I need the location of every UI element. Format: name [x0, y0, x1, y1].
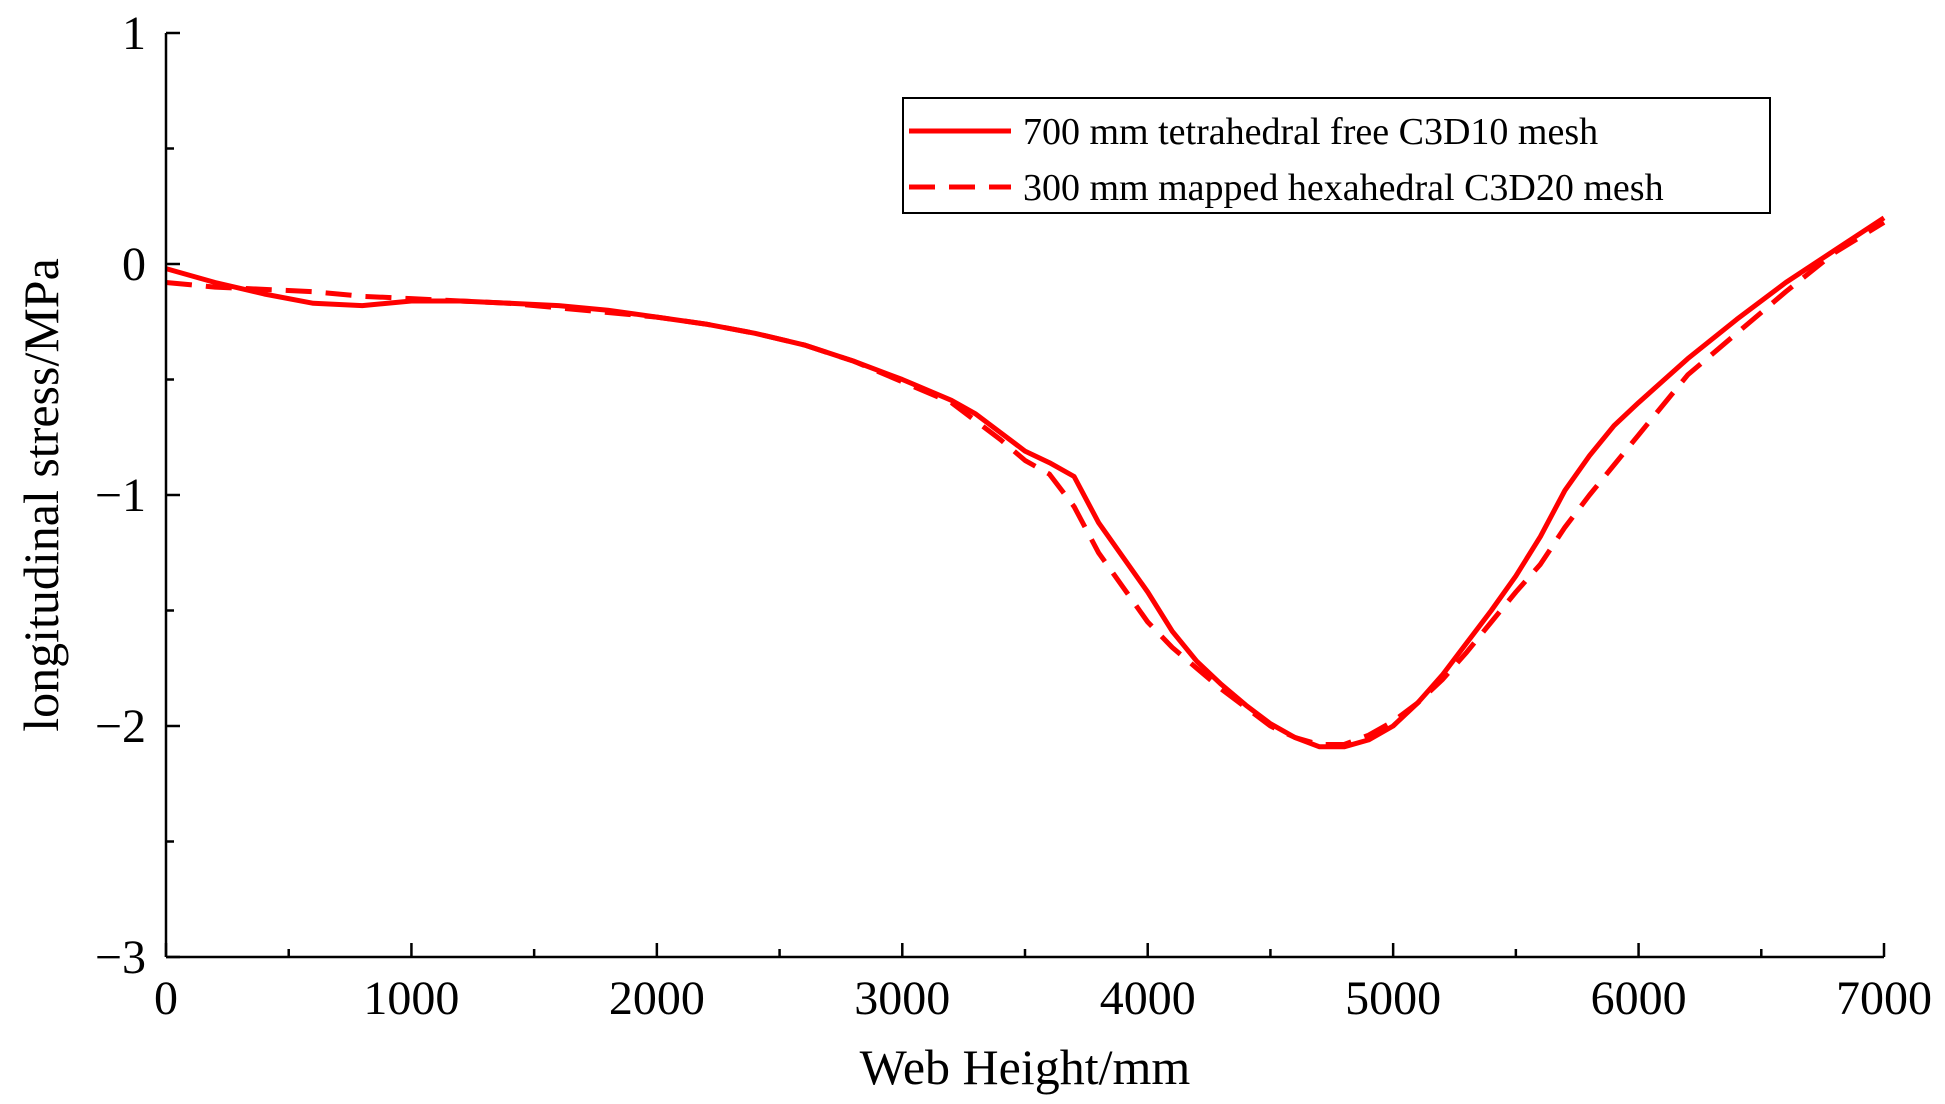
x-tick-label: 0 — [154, 972, 178, 1025]
legend: 700 mm tetrahedral free C3D10 mesh 300 m… — [902, 97, 1771, 214]
x-tick-label: 3000 — [854, 972, 950, 1025]
y-tick-label: 0 — [122, 238, 146, 291]
x-axis-ticks: 0 1000 2000 3000 4000 5000 6000 7000 — [154, 943, 1932, 1025]
x-tick-label: 7000 — [1836, 972, 1932, 1025]
x-tick-label: 4000 — [1100, 972, 1196, 1025]
y-tick-label: −2 — [95, 700, 146, 753]
x-tick-label: 5000 — [1345, 972, 1441, 1025]
y-tick-label: −1 — [95, 469, 146, 522]
y-axis-ticks: 1 0 −1 −2 −3 — [95, 7, 180, 984]
legend-label-solid: 700 mm tetrahedral free C3D10 mesh — [1023, 111, 1598, 153]
y-tick-label: −3 — [95, 931, 146, 984]
y-tick-label: 1 — [122, 7, 146, 60]
series-group — [165, 215, 1886, 750]
legend-box — [902, 97, 1771, 214]
x-axis-title: Web Height/mm — [860, 1039, 1191, 1095]
x-tick-label: 1000 — [363, 972, 459, 1025]
plot-area: 0 1000 2000 3000 4000 5000 6000 7000 1 0 −1 −2 −3 — [95, 7, 1932, 1025]
x-tick-label: 2000 — [609, 972, 705, 1025]
x-tick-label: 6000 — [1591, 972, 1687, 1025]
series-line-dashed — [165, 220, 1886, 747]
y-axis-title: longitudinal stress/MPa — [13, 258, 69, 732]
legend-label-dashed: 300 mm mapped hexahedral C3D20 mesh — [1023, 167, 1664, 209]
